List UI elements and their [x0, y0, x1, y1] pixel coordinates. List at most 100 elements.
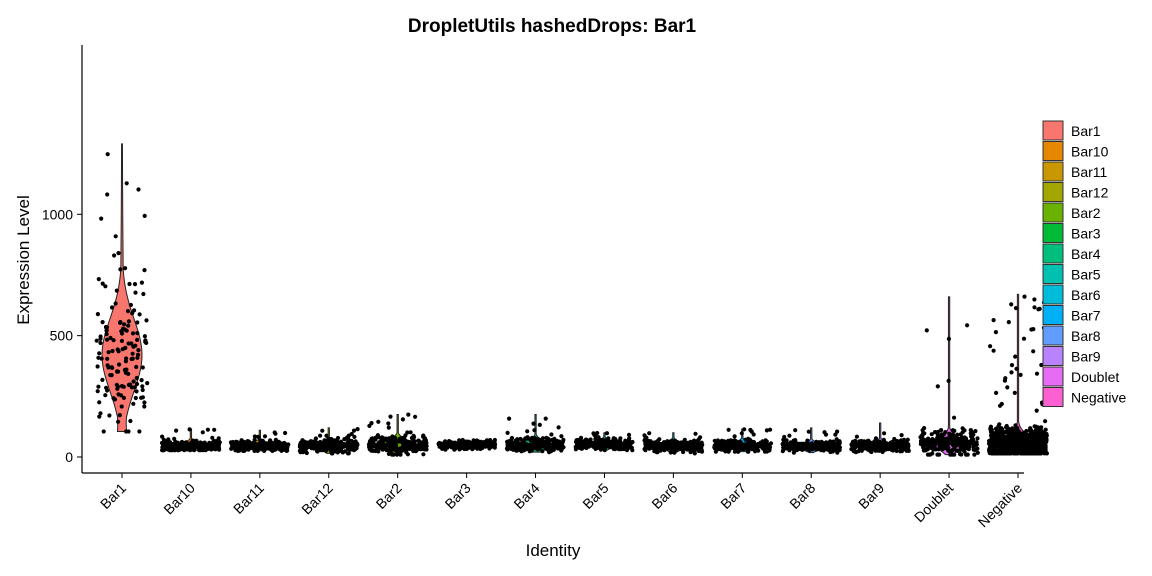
data-point: [611, 436, 616, 441]
data-point: [867, 447, 872, 452]
data-point: [925, 447, 930, 452]
data-point: [903, 439, 908, 444]
data-point: [936, 447, 941, 452]
data-point: [144, 340, 149, 345]
data-point: [142, 404, 147, 409]
data-point: [376, 442, 381, 447]
data-point: [578, 435, 584, 440]
data-point: [210, 435, 215, 440]
data-point: [302, 439, 307, 444]
data-point: [406, 412, 411, 417]
data-point: [116, 392, 121, 397]
data-point: [459, 441, 464, 446]
data-point: [534, 441, 539, 446]
legend-swatch: [1042, 305, 1064, 325]
data-point: [1015, 426, 1020, 431]
data-point: [768, 441, 774, 446]
data-point: [216, 439, 221, 444]
data-point: [104, 325, 110, 330]
data-point: [408, 430, 413, 435]
data-point: [996, 449, 1001, 455]
data-point: [905, 445, 911, 450]
data-point: [946, 436, 951, 441]
data-point: [94, 338, 99, 343]
data-point: [252, 448, 257, 453]
data-point: [479, 442, 484, 448]
data-point: [921, 440, 926, 445]
data-point: [935, 384, 940, 389]
data-point: [1031, 349, 1036, 354]
data-point: [1006, 451, 1011, 456]
data-point: [212, 439, 217, 444]
y-tick-label: 500: [50, 328, 74, 344]
data-point: [1021, 336, 1027, 341]
data-point: [540, 436, 546, 441]
data-point: [488, 438, 493, 443]
data-point: [169, 445, 174, 450]
data-point: [1020, 443, 1026, 448]
data-point: [887, 445, 892, 450]
data-point: [116, 349, 121, 354]
data-point: [821, 441, 826, 446]
data-point: [1034, 441, 1040, 446]
data-point: [507, 416, 512, 421]
data-point: [213, 443, 218, 448]
data-point: [767, 445, 772, 450]
data-point: [330, 448, 335, 453]
data-point: [418, 441, 423, 446]
data-point: [975, 446, 980, 451]
data-point: [97, 351, 102, 356]
data-point: [124, 356, 129, 361]
data-point: [248, 442, 253, 447]
data-point: [946, 448, 951, 453]
legend-swatch: [1042, 346, 1064, 366]
data-point: [521, 438, 526, 443]
data-point: [651, 442, 656, 447]
data-point: [140, 365, 145, 370]
data-point: [969, 434, 974, 439]
data-point: [252, 434, 257, 439]
data-point: [172, 446, 177, 451]
data-point: [951, 437, 956, 442]
data-point: [870, 442, 875, 447]
data-point: [142, 268, 147, 273]
data-point: [1003, 440, 1008, 446]
data-point: [116, 419, 121, 424]
data-point: [144, 318, 149, 323]
data-point: [379, 445, 384, 450]
data-point: [866, 438, 871, 443]
data-point: [262, 434, 268, 439]
data-point: [133, 395, 138, 401]
data-point: [549, 432, 554, 437]
data-point: [668, 450, 673, 455]
data-point: [993, 330, 999, 335]
data-point: [388, 414, 393, 419]
data-point: [876, 444, 882, 449]
data-point: [518, 436, 523, 442]
data-point: [413, 444, 418, 449]
legend-swatch: [1042, 366, 1064, 387]
data-point: [626, 444, 631, 449]
data-point: [401, 443, 406, 448]
data-point: [1005, 437, 1010, 443]
data-point: [466, 440, 471, 445]
data-point: [109, 305, 115, 310]
data-point: [272, 430, 277, 435]
data-point: [446, 441, 451, 446]
data-point: [1038, 439, 1043, 444]
data-point: [318, 433, 323, 438]
data-point: [522, 444, 527, 449]
data-point: [994, 444, 1000, 449]
data-point: [554, 438, 560, 443]
data-point: [128, 302, 133, 308]
data-point: [133, 290, 138, 295]
data-point: [647, 431, 652, 436]
data-point: [1034, 371, 1040, 376]
data-point: [742, 427, 747, 432]
data-point: [304, 450, 309, 456]
data-point: [101, 429, 106, 434]
data-point: [142, 213, 147, 218]
data-point: [105, 337, 110, 342]
data-point: [103, 284, 108, 289]
data-point: [919, 433, 924, 438]
